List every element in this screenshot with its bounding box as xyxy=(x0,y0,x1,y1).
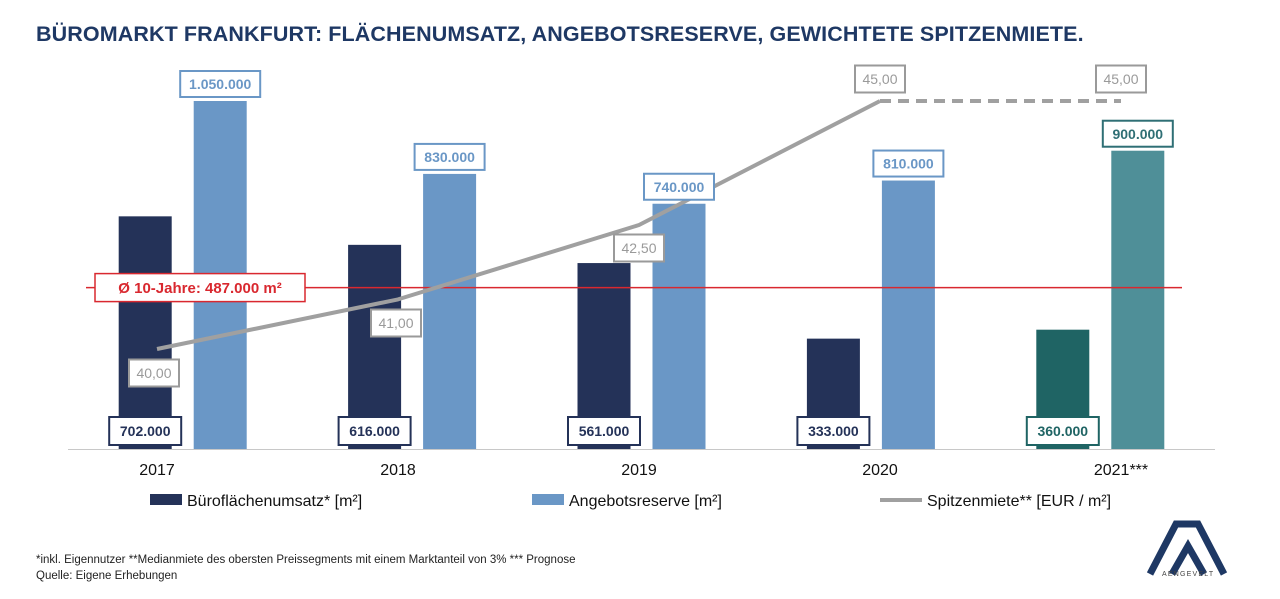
umsatz-data-label-box xyxy=(1025,416,1100,446)
angebotsreserve-data-label: 810.000 xyxy=(883,156,934,172)
spitzenmiete-data-label-box xyxy=(128,358,180,388)
legend-label-spitzenmiete: Spitzenmiete** [EUR / m²] xyxy=(927,493,1111,510)
umsatz-data-label-box xyxy=(108,416,183,446)
umsatz-data-label: 616.000 xyxy=(349,423,400,439)
angebotsreserve-data-label-box xyxy=(179,70,262,98)
spitzenmiete-data-label: 45,00 xyxy=(862,71,897,87)
angebotsreserve-data-label: 900.000 xyxy=(1112,126,1163,142)
aengevelt-logo xyxy=(1146,520,1228,576)
x-tick-label: 2019 xyxy=(621,462,657,479)
spitzenmiete-line xyxy=(156,99,881,351)
umsatz-data-label-box xyxy=(796,416,871,446)
average-label: Ø 10-Jahre: 487.000 m² xyxy=(118,280,281,297)
angebotsreserve-data-label-box xyxy=(872,149,945,178)
x-tick-label: 2017 xyxy=(139,462,175,479)
logo-text: AENGEVELT xyxy=(1162,571,1215,578)
umsatz-data-label: 333.000 xyxy=(808,423,859,439)
angebotsreserve-data-label-box xyxy=(643,172,715,201)
umsatz-data-label: 360.000 xyxy=(1037,423,1088,439)
legend-label-angebotsreserve: Angebotsreserve [m²] xyxy=(569,493,722,510)
legend-swatch-umsatz xyxy=(150,494,182,505)
angebotsreserve-data-label-box xyxy=(413,142,486,171)
legend-swatch-angebotsreserve xyxy=(532,494,564,505)
spitzenmiete-data-label-box xyxy=(854,64,906,94)
bar-umsatz xyxy=(348,244,402,449)
average-label-box xyxy=(94,272,306,303)
x-tick-label: 2018 xyxy=(380,462,416,479)
angebotsreserve-data-label: 740.000 xyxy=(654,179,705,195)
legend-label-umsatz: Büroflächenumsatz* [m²] xyxy=(187,493,362,510)
spitzenmiete-data-label-box xyxy=(370,308,422,338)
umsatz-data-label: 561.000 xyxy=(579,423,630,439)
spitzenmiete-data-label: 41,00 xyxy=(378,315,413,331)
umsatz-data-label-box xyxy=(337,416,412,446)
spitzenmiete-data-label: 45,00 xyxy=(1103,71,1138,87)
spitzenmiete-data-label: 40,00 xyxy=(136,365,171,381)
angebotsreserve-data-label: 830.000 xyxy=(424,149,475,165)
umsatz-data-label-box xyxy=(567,416,641,446)
bar-angebotsreserve xyxy=(881,180,935,450)
bar-umsatz xyxy=(118,216,172,449)
bar-angebotsreserve xyxy=(423,173,477,449)
source-note: Quelle: Eigene Erhebungen xyxy=(36,570,178,582)
chart-canvas: Ø 10-Jahre: 487.000 m² 1.050.000 830.000 74… xyxy=(68,64,1215,510)
footnote: *inkl. Eigennutzer **Medianmiete des obe… xyxy=(36,554,576,566)
chart-title: BÜROMARKT FRANKFURT: FLÄCHENUMSATZ, ANGE… xyxy=(36,22,1084,46)
umsatz-data-label: 702.000 xyxy=(120,423,171,439)
x-tick-label: 2020 xyxy=(862,462,898,479)
spitzenmiete-data-label-box xyxy=(1095,64,1147,94)
bar-angebotsreserve xyxy=(1111,150,1165,449)
spitzenmiete-data-label-box xyxy=(613,233,665,263)
angebotsreserve-data-label-box xyxy=(1101,119,1174,148)
x-tick-label: 2021*** xyxy=(1094,462,1148,479)
angebotsreserve-data-label: 1.050.000 xyxy=(189,76,251,92)
spitzenmiete-data-label: 42,50 xyxy=(621,240,656,256)
